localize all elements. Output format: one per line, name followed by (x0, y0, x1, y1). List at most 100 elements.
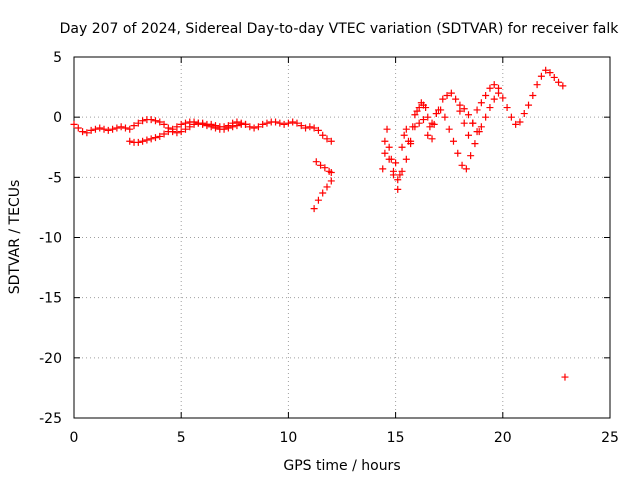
data-point (503, 104, 511, 112)
x-tick-label: 5 (177, 430, 186, 446)
data-point (419, 116, 427, 124)
data-point (550, 73, 558, 81)
data-point (482, 92, 490, 100)
y-tick-label: -20 (39, 351, 62, 367)
data-point (199, 120, 207, 128)
data-point (447, 89, 455, 97)
data-point (398, 143, 406, 151)
y-tick-label: -5 (48, 170, 62, 186)
data-point (458, 161, 466, 169)
data-point (520, 110, 528, 118)
y-tick-label: -10 (39, 231, 62, 247)
x-axis: 0 5 10 15 20 25 (70, 57, 619, 446)
data-point (424, 131, 432, 139)
data-point (546, 69, 554, 77)
data-point (293, 119, 301, 127)
data-point (306, 123, 314, 131)
data-point (310, 205, 318, 213)
data-point (555, 78, 563, 86)
data-point (379, 165, 387, 173)
data-point (529, 92, 537, 100)
data-point (437, 106, 445, 114)
data-point (160, 130, 168, 138)
data-point (327, 169, 335, 177)
data-point (173, 129, 181, 137)
data-point (207, 123, 215, 131)
x-tick-label: 0 (70, 430, 79, 446)
data-point (381, 149, 389, 157)
data-point (276, 119, 284, 127)
data-point (134, 138, 142, 146)
data-point (407, 137, 415, 145)
data-point (70, 120, 78, 128)
data-point (139, 137, 147, 145)
data-point (246, 123, 254, 131)
data-point (117, 123, 125, 131)
data-point (79, 128, 87, 136)
data-point (83, 129, 91, 137)
data-point (104, 126, 112, 134)
data-point (263, 119, 271, 127)
data-point (443, 92, 451, 100)
data-point (113, 124, 121, 132)
data-point (173, 123, 181, 131)
data-point (126, 125, 134, 133)
data-point (473, 106, 481, 114)
data-point (169, 125, 177, 133)
data-point (259, 120, 267, 128)
data-point (87, 126, 95, 134)
data-point (422, 104, 430, 112)
grid-lines (74, 57, 610, 418)
data-point (147, 135, 155, 143)
data-point (143, 136, 151, 144)
data-point (224, 124, 232, 132)
data-point (164, 128, 172, 136)
data-point (310, 124, 318, 132)
data-point (495, 89, 503, 97)
data-point (402, 155, 410, 163)
data-point (482, 113, 490, 121)
data-point (411, 111, 419, 119)
y-axis: 5 0 -5 -10 -15 -20 -25 (39, 50, 610, 427)
data-point (559, 82, 567, 90)
data-point (415, 119, 423, 127)
y-tick-label: -25 (39, 411, 62, 427)
data-point (445, 125, 453, 133)
data-points (70, 66, 569, 381)
x-tick-label: 15 (387, 430, 405, 446)
data-point (109, 125, 117, 133)
y-axis-label: SDTVAR / TECUs (7, 180, 23, 295)
data-point (473, 128, 481, 136)
data-point (394, 176, 402, 184)
data-point (439, 95, 447, 103)
data-point (177, 120, 185, 128)
data-point (486, 84, 494, 92)
data-point (220, 125, 228, 133)
data-point (454, 149, 462, 157)
data-point (398, 167, 406, 175)
data-point (323, 135, 331, 143)
data-point (314, 196, 322, 204)
data-point (100, 125, 108, 133)
data-point (449, 137, 457, 145)
data-point (190, 118, 198, 126)
data-point (302, 124, 310, 132)
chart-title: Day 207 of 2024, Sidereal Day-to-day VTE… (60, 21, 620, 37)
data-point (314, 126, 322, 134)
data-point (134, 119, 142, 127)
data-point (181, 119, 189, 127)
data-point (389, 171, 397, 179)
data-point (147, 116, 155, 124)
data-point (297, 122, 305, 130)
data-point (428, 135, 436, 143)
data-point (242, 120, 250, 128)
data-point (402, 125, 410, 133)
data-point (327, 137, 335, 145)
data-point (383, 125, 391, 133)
y-tick-label: 0 (53, 110, 62, 126)
data-point (432, 110, 440, 118)
data-point (460, 105, 468, 113)
data-point (181, 125, 189, 133)
